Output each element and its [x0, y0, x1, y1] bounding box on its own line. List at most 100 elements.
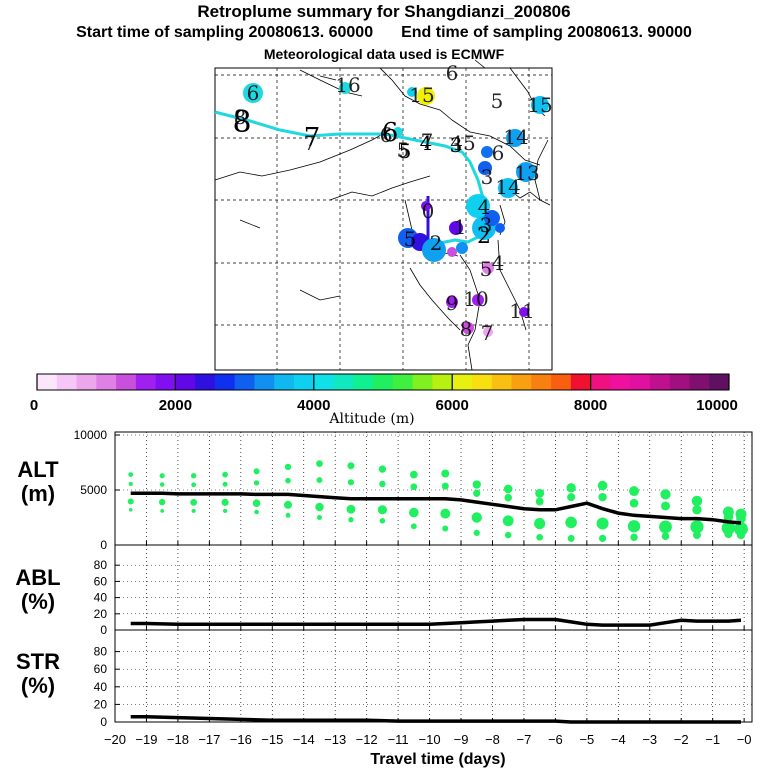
- time-series-panels: 10000 5000 0 80 60 40 20 0 80 60 40 20 0 −20 −19 −18 −17…: [74, 428, 753, 768]
- colorbar-tick-label: 2000: [159, 397, 192, 414]
- abl-ytick-label: 40: [94, 591, 108, 605]
- plume-dot: [466, 194, 490, 218]
- alt-plume-dot: [346, 504, 356, 514]
- plume-dot: [462, 322, 474, 334]
- plume-number-label: 0: [422, 199, 435, 223]
- plume-number-label: 1: [454, 215, 467, 239]
- alt-plume-dot: [316, 514, 322, 521]
- alt-plume-dot: [285, 512, 291, 518]
- map-border: [329, 175, 431, 201]
- colorbar-swatch: [37, 374, 58, 390]
- plume-dot: [506, 129, 524, 147]
- alt-ytick-label: 5000: [80, 483, 107, 497]
- day-label: 5: [399, 139, 412, 163]
- plume-number-label: 6: [492, 141, 505, 165]
- colorbar-tick-label: 6000: [436, 397, 469, 414]
- alt-plume-dot: [441, 469, 450, 478]
- plume-dot: [417, 87, 435, 105]
- plume-number-label: 4: [492, 251, 505, 275]
- alt-plume-dot: [190, 472, 197, 479]
- colorbar-swatch: [412, 374, 433, 390]
- plume-dot: [421, 201, 431, 211]
- plume-number-label: 16: [335, 73, 360, 97]
- plume-number-label: 14: [503, 125, 528, 149]
- alt-plume-dot: [316, 460, 323, 467]
- str-label-bottom: (%): [20, 673, 56, 698]
- alt-plume-dot: [379, 518, 386, 524]
- plume-number-label: 5: [491, 89, 504, 113]
- plume-dot: [531, 96, 549, 114]
- alt-plume-dot: [128, 472, 134, 477]
- colorbar-swatch: [630, 374, 651, 390]
- altitude-colorbar: 0 2000 4000 6000 8000 10000 Altitude (m): [30, 373, 738, 427]
- alt-plume-dot: [191, 482, 197, 488]
- abl-ytick-label: 0: [100, 623, 107, 637]
- plume-dot: [519, 307, 529, 317]
- x-tick-label: −15: [261, 732, 283, 747]
- alt-plume-dot: [736, 530, 746, 540]
- day-label: 8: [232, 105, 251, 140]
- alt-plume-dot: [410, 483, 418, 491]
- plume-number-label: 10: [463, 287, 488, 311]
- colorbar-swatch: [96, 374, 117, 390]
- alt-plume-dot: [723, 512, 734, 522]
- map-border: [451, 119, 541, 166]
- alt-plume-dot: [661, 501, 670, 511]
- alt-plume-dot: [692, 505, 702, 515]
- alt-plume-dot: [659, 520, 672, 534]
- plume-number-label: 3: [481, 165, 494, 189]
- x-tick-label: −2: [674, 732, 689, 747]
- colorbar-swatch: [491, 374, 513, 390]
- alt-label-bottom: (m): [20, 481, 56, 506]
- alt-plume-dot: [627, 520, 641, 533]
- alt-panel-frame: [114, 431, 753, 546]
- alt-plume-dot: [472, 480, 481, 489]
- alt-plume-dot: [567, 493, 576, 502]
- alt-plume-dot: [598, 492, 607, 502]
- alt-label-top: ALT: [17, 457, 59, 482]
- alt-plume-dot: [409, 507, 419, 518]
- alt-plume-dot: [502, 515, 514, 527]
- abl-label-bottom: (%): [20, 589, 56, 614]
- alt-plume-dot: [347, 462, 355, 470]
- colorbar-swatch: [254, 374, 275, 390]
- plume-dot: [447, 247, 457, 257]
- abl-axis-label: ABL (%): [8, 566, 68, 614]
- alt-plume-dot: [471, 512, 482, 523]
- colorbar-tick-label: 0: [30, 397, 38, 414]
- str-series-line: [130, 714, 741, 724]
- alt-plume-dot: [534, 517, 546, 530]
- alt-plume-dot: [629, 486, 639, 497]
- alt-plume-dot: [440, 508, 451, 519]
- plume-dot: [482, 262, 494, 274]
- alt-plume-dot: [536, 533, 544, 541]
- colorbar-swatch: [116, 374, 137, 390]
- plume-track: [214, 110, 489, 249]
- plume-number-label: 7: [481, 321, 494, 345]
- colorbar-swatch: [274, 374, 295, 390]
- x-tick-label: −3: [642, 732, 657, 747]
- colorbar-swatch: [551, 374, 572, 390]
- alt-plume-dot: [222, 481, 228, 487]
- map-border: [214, 129, 391, 181]
- abl-series-line: [130, 617, 742, 627]
- alt-plume-dot: [378, 465, 387, 473]
- colorbar-swatch: [531, 374, 552, 390]
- x-tick-label: −11: [388, 732, 409, 747]
- day-label: 3: [450, 133, 463, 157]
- day-label: 4: [420, 131, 433, 155]
- alt-plume-dot: [191, 508, 196, 513]
- plume-number-label: 45: [450, 131, 475, 155]
- plume-dot: [481, 146, 493, 158]
- alt-plume-dot: [128, 508, 133, 512]
- str-ytick-label: 0: [100, 715, 107, 729]
- alt-series-line: [130, 491, 742, 525]
- alt-plume-dot: [159, 473, 165, 479]
- alt-plume-dot: [473, 489, 481, 497]
- day-label: 2: [477, 224, 491, 249]
- x-tick-label: −14: [293, 732, 315, 747]
- plume-number-label: 15: [409, 83, 434, 107]
- plume-number-label: 14: [495, 175, 520, 199]
- plume-number-label: 2: [430, 231, 443, 255]
